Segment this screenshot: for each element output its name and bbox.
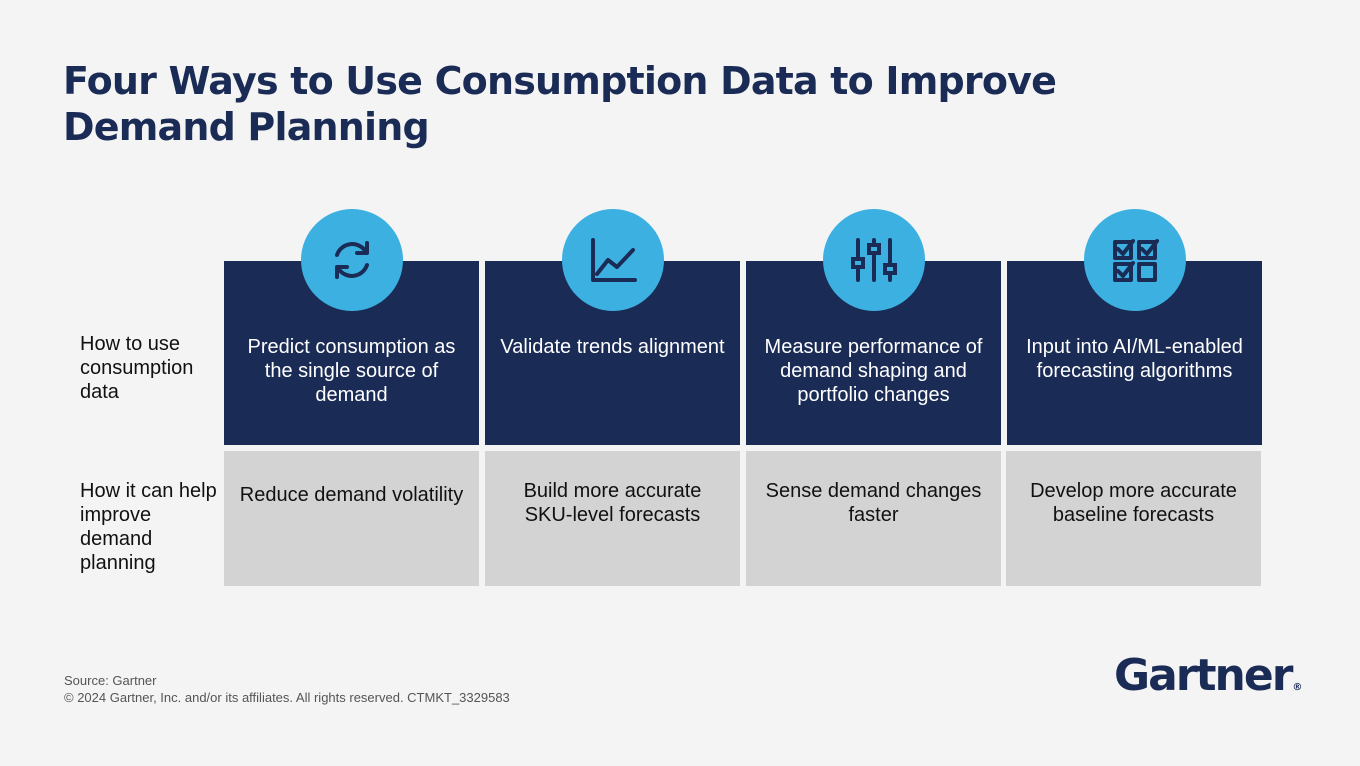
benefit-box-1: Reduce demand volatility xyxy=(224,451,479,586)
footer-copyright: © 2024 Gartner, Inc. and/or its affiliat… xyxy=(64,690,510,705)
row-label-how-to-use: How to use consumption data xyxy=(80,333,194,403)
row-label-how-it-helps: How it can help improve demand planning xyxy=(80,480,217,574)
use-text-4: Input into AI/ML-enabled forecasting alg… xyxy=(1026,336,1243,382)
use-text-3: Measure performance of demand shaping an… xyxy=(764,336,983,406)
refresh-icon xyxy=(301,209,403,311)
benefit-text-4: Develop more accurate baseline forecasts xyxy=(1030,480,1237,526)
benefit-box-3: Sense demand changes faster xyxy=(746,451,1001,586)
use-text-1: Predict consumption as the single source… xyxy=(247,336,456,406)
page-title: Four Ways to Use Consumption Data to Imp… xyxy=(63,59,1057,149)
sliders-icon xyxy=(823,209,925,311)
benefit-box-2: Build more accurate SKU-level forecasts xyxy=(485,451,740,586)
benefit-text-1: Reduce demand volatility xyxy=(239,484,464,506)
logo-registered-mark: ® xyxy=(1292,682,1303,693)
gartner-logo: Gartner® xyxy=(1114,650,1303,701)
checklist-icon xyxy=(1084,209,1186,311)
benefit-box-4: Develop more accurate baseline forecasts xyxy=(1006,451,1261,586)
benefit-text-2: Build more accurate SKU-level forecasts xyxy=(523,480,702,526)
benefit-text-3: Sense demand changes faster xyxy=(765,480,982,526)
trend-line-icon xyxy=(562,209,664,311)
use-text-2: Validate trends alignment xyxy=(500,336,725,358)
footer: Source: Gartner © 2024 Gartner, Inc. and… xyxy=(64,672,510,706)
logo-text: Gartner xyxy=(1114,650,1293,701)
footer-source: Source: Gartner xyxy=(64,673,157,688)
